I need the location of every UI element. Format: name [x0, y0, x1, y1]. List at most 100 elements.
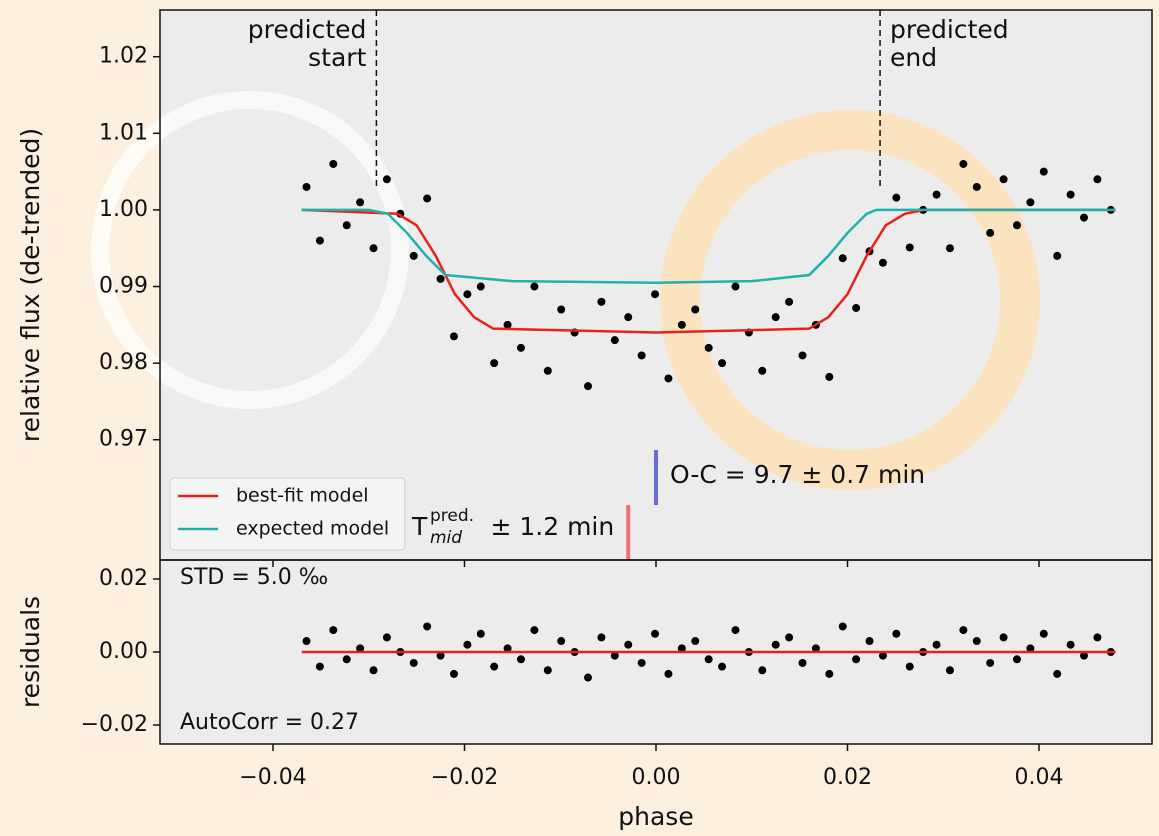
y-tick-label: 0.02 [99, 566, 148, 591]
data-point [704, 343, 713, 352]
model-line [301, 208, 1116, 334]
stat-label: AutoCorr = 0.27 [180, 710, 359, 735]
data-point [476, 282, 485, 291]
data-point [878, 651, 887, 660]
data-point [610, 651, 619, 660]
legend-box [169, 477, 406, 551]
data-point [449, 332, 458, 341]
data-point [503, 320, 512, 329]
data-point [838, 254, 847, 263]
data-point [624, 640, 633, 649]
data-point [986, 228, 995, 237]
data-point [476, 629, 485, 638]
data-point [624, 313, 633, 322]
y-tick-label: 0.99 [99, 274, 148, 299]
data-point [584, 673, 593, 682]
data-point [463, 640, 472, 649]
data-point [905, 243, 914, 252]
data-point [972, 637, 981, 646]
data-point [798, 351, 807, 360]
annotation: start [308, 43, 366, 72]
data-point [865, 637, 874, 646]
data-point [731, 282, 740, 291]
data-point [557, 305, 566, 314]
data-point [825, 669, 834, 678]
data-point [1026, 644, 1035, 653]
data-point [315, 662, 324, 671]
data-point [302, 182, 311, 191]
data-point [852, 303, 861, 312]
data-point [543, 366, 552, 375]
data-point [651, 290, 660, 299]
data-point [771, 640, 780, 649]
data-point [329, 159, 338, 168]
data-point [1053, 251, 1062, 260]
data-point [945, 244, 954, 253]
data-point [382, 633, 391, 642]
data-point [543, 666, 552, 675]
y-tick-label: 1.00 [99, 197, 148, 222]
data-point [369, 244, 378, 253]
y-tick-label: 1.02 [99, 44, 148, 69]
data-point [651, 629, 660, 638]
data-point [1039, 167, 1048, 176]
data-point [718, 662, 727, 671]
data-point [798, 658, 807, 667]
data-point [825, 372, 834, 381]
data-point [557, 637, 566, 646]
data-point [516, 343, 525, 352]
data-point [785, 633, 794, 642]
data-point [771, 313, 780, 322]
data-point [490, 662, 499, 671]
data-point [302, 637, 311, 646]
data-point [342, 221, 351, 230]
data-point [1093, 633, 1102, 642]
data-point [852, 655, 861, 664]
x-tick-label: 0.02 [823, 765, 872, 790]
data-point [1053, 669, 1062, 678]
t-mid-symbol: T [411, 512, 428, 541]
y-tick-label: −0.02 [81, 712, 148, 737]
data-point [369, 666, 378, 675]
data-point [584, 382, 593, 391]
y-tick-label: 1.01 [99, 120, 148, 145]
t-mid-sup: pred. [430, 506, 474, 526]
data-point [1080, 651, 1089, 660]
y-axis-label: residuals [16, 596, 45, 708]
x-tick-label: −0.02 [431, 765, 498, 790]
data-point [356, 644, 365, 653]
watermark [660, 110, 1040, 490]
data-point [1012, 221, 1021, 230]
data-point [999, 175, 1008, 184]
data-point [423, 194, 432, 203]
data-point [677, 644, 686, 653]
x-tick-label: −0.04 [239, 765, 306, 790]
data-point [637, 351, 646, 360]
o-c-label: O-C = 9.7 ± 0.7 min [670, 460, 925, 489]
data-point [597, 297, 606, 306]
legend-label: expected model [236, 518, 389, 540]
data-point [959, 626, 968, 635]
x-tick-label: 0.04 [1015, 765, 1064, 790]
data-point [463, 290, 472, 299]
legend-label: best-fit model [236, 485, 369, 507]
data-point [329, 626, 338, 635]
data-point [892, 193, 901, 202]
data-point [530, 626, 539, 635]
watermark [91, 91, 409, 409]
data-point [932, 190, 941, 199]
data-point [530, 282, 539, 291]
data-point [892, 629, 901, 638]
data-point [1066, 640, 1075, 649]
data-point [436, 651, 445, 660]
data-point [1026, 198, 1035, 207]
data-point [382, 175, 391, 184]
data-point [972, 182, 981, 191]
data-point [1093, 175, 1102, 184]
data-point [436, 274, 445, 283]
data-point [731, 626, 740, 635]
data-point [704, 655, 713, 664]
data-point [610, 336, 619, 345]
t-mid-label: ± 1.2 min [490, 512, 614, 541]
